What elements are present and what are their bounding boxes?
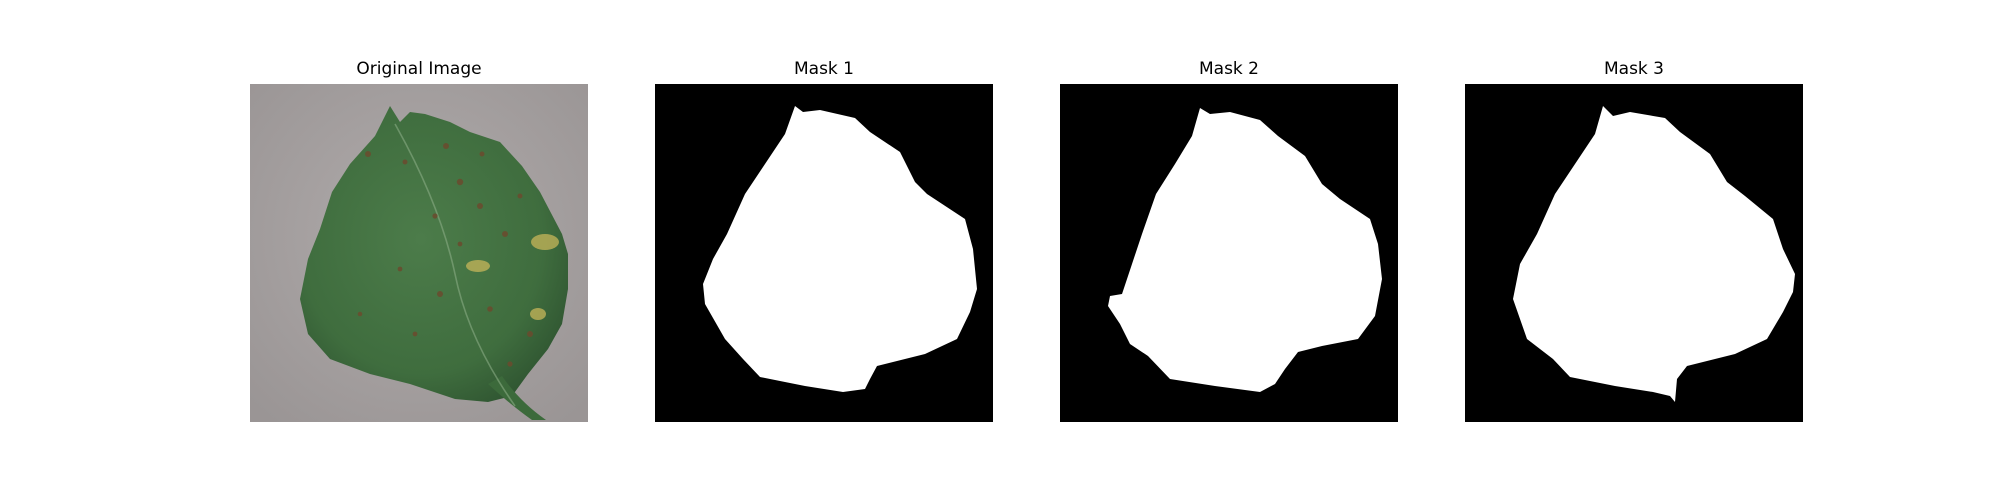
leaf-midrib [394, 123, 516, 407]
mask-region [703, 106, 977, 392]
panel-title: Mask 2 [1198, 59, 1259, 79]
leaf-photo [250, 84, 588, 422]
panel-title: Original Image [356, 59, 482, 79]
mask-region [1108, 108, 1382, 392]
panel-title: Mask 3 [1603, 59, 1664, 79]
chlorotic-patches [466, 234, 559, 320]
mask-3-panel: Mask 3 [1465, 56, 1803, 422]
mask-3-image [1465, 84, 1803, 422]
mask-2-panel: Mask 2 [1060, 56, 1398, 422]
mask-1-image [655, 84, 993, 422]
mask-1-panel: Mask 1 [655, 56, 993, 422]
mask-2-image [1060, 84, 1398, 422]
original-image-panel: Original Image [250, 56, 588, 422]
leaf-shape [300, 106, 568, 402]
mask-region [1513, 106, 1795, 402]
panel-title: Mask 1 [793, 59, 854, 79]
lesion-spots [357, 143, 533, 367]
